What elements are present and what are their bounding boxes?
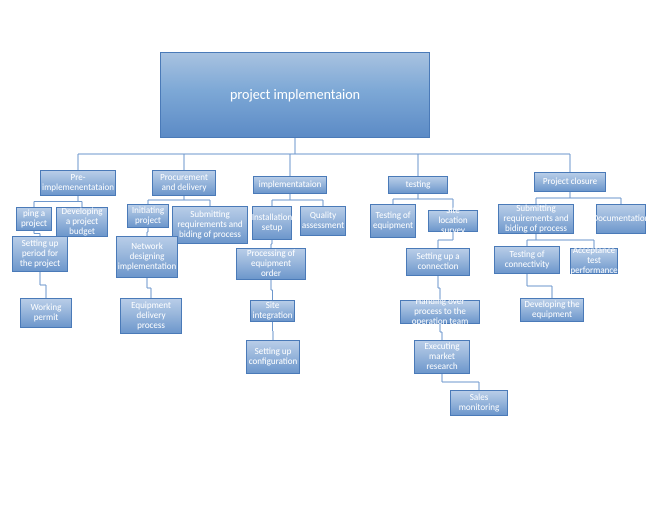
node-label: ping a project: [20, 209, 48, 229]
node-pre: Pre-implemenentataion: [40, 170, 116, 196]
node-label: Developing a project budget: [60, 207, 104, 237]
node-label: Developing the equipment: [524, 300, 580, 320]
node-impl: implementataion: [253, 176, 327, 194]
node-setupperiod: Setting up period for the project: [12, 236, 68, 272]
node-label: Documentation: [593, 214, 650, 224]
node-label: project implementaion: [230, 87, 360, 102]
node-doc: Documentation: [596, 204, 646, 234]
node-label: Site location survey: [432, 206, 474, 236]
node-label: Testing of connectivity: [498, 250, 556, 270]
node-quality: Quality assessment: [300, 206, 346, 236]
node-label: Submitting requirements and biding of pr…: [176, 210, 244, 240]
node-testconn: Testing of connectivity: [494, 246, 560, 274]
node-label: implementataion: [259, 180, 322, 190]
node-workpermit: Working permit: [20, 298, 72, 328]
node-label: Pre-implemenentataion: [42, 173, 114, 193]
node-sitesurvey: Site location survey: [428, 210, 478, 232]
node-setupconf: Setting up configuration: [246, 340, 300, 374]
node-devbudget: Developing a project budget: [56, 207, 108, 237]
node-setupconn: Setting up a connection: [406, 248, 470, 276]
node-label: Submitting requirements and biding of pr…: [502, 204, 570, 234]
node-label: Initiating project: [131, 206, 165, 226]
node-submitreq1: Submitting requirements and biding of pr…: [172, 206, 248, 244]
node-execmkt: Executing market research: [414, 340, 470, 374]
node-siteint: Site integration: [250, 300, 295, 322]
node-label: Executing market research: [418, 342, 466, 372]
node-equipdeliv: Equipment delivery process: [120, 298, 182, 334]
node-label: Setting up a connection: [410, 252, 466, 272]
node-proc: Procurement and delivery: [152, 170, 216, 196]
node-label: Handing over process to the operation te…: [404, 297, 476, 327]
node-label: Quality assessment: [302, 211, 344, 231]
node-initproj: Initiating project: [127, 204, 169, 228]
node-devequip: Developing the equipment: [520, 298, 584, 322]
node-submitreq2: Submitting requirements and biding of pr…: [498, 204, 574, 234]
node-label: Site integration: [253, 301, 293, 321]
node-close: Project closure: [534, 172, 606, 192]
node-handover: Handing over process to the operation te…: [400, 300, 480, 324]
node-install: Installation setup: [252, 206, 292, 240]
node-label: Acceptance test performance: [570, 246, 617, 276]
node-label: Project closure: [543, 177, 597, 187]
node-label: testing: [406, 180, 431, 190]
node-label: Working permit: [24, 303, 68, 323]
node-label: Testing of equipment: [373, 211, 413, 231]
node-test: testing: [388, 176, 448, 194]
node-pingproj: ping a project: [16, 207, 52, 231]
node-label: Setting up period for the project: [16, 239, 64, 269]
node-label: Installation setup: [252, 213, 292, 233]
node-testequip: Testing of equipment: [370, 204, 416, 238]
node-label: Setting up configuration: [249, 347, 298, 367]
node-label: Procurement and delivery: [156, 173, 212, 193]
node-accperf: Acceptance test performance: [570, 248, 618, 274]
node-salesmon: Sales monitoring: [450, 390, 508, 416]
node-netdesign: Network designing implementation: [116, 236, 178, 278]
node-label: Equipment delivery process: [124, 301, 178, 331]
node-label: Processing of equipment order: [240, 249, 302, 279]
node-label: Network designing implementation: [118, 242, 176, 272]
node-label: Sales monitoring: [454, 393, 504, 413]
node-procequip: Processing of equipment order: [236, 248, 306, 280]
node-root: project implementaion: [160, 52, 430, 138]
